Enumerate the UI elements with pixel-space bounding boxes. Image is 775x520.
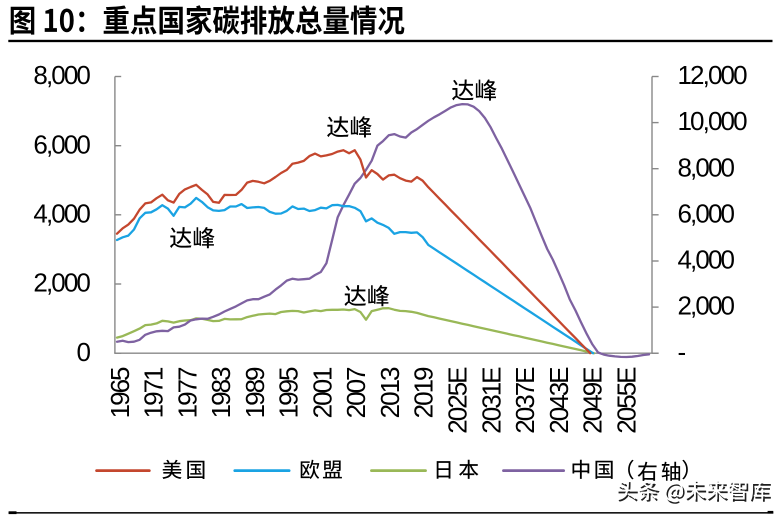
svg-text:-: - — [678, 337, 686, 367]
svg-text:1983: 1983 — [206, 367, 236, 418]
svg-text:2,000: 2,000 — [678, 291, 735, 321]
svg-text:6,000: 6,000 — [33, 129, 90, 159]
svg-text:8,000: 8,000 — [33, 60, 90, 90]
svg-text:2037E: 2037E — [510, 367, 540, 434]
svg-text:2031E: 2031E — [476, 367, 506, 434]
svg-text:2001: 2001 — [307, 367, 337, 418]
svg-text:2019: 2019 — [409, 367, 439, 418]
svg-text:6,000: 6,000 — [678, 198, 735, 228]
svg-text:1989: 1989 — [240, 367, 270, 418]
svg-text:1977: 1977 — [172, 367, 202, 418]
svg-text:2013: 2013 — [375, 367, 405, 418]
svg-text:1995: 1995 — [274, 367, 304, 418]
svg-text:4,000: 4,000 — [33, 198, 90, 228]
svg-text:10,000: 10,000 — [678, 106, 748, 136]
svg-text:2043E: 2043E — [544, 367, 574, 434]
svg-text:12,000: 12,000 — [678, 60, 748, 90]
svg-text:4,000: 4,000 — [678, 245, 735, 275]
svg-text:8,000: 8,000 — [678, 152, 735, 182]
svg-text:2,000: 2,000 — [33, 268, 90, 298]
svg-text:1965: 1965 — [105, 367, 135, 418]
svg-text:0: 0 — [76, 337, 90, 367]
svg-text:2055E: 2055E — [611, 367, 641, 434]
svg-text:1971: 1971 — [139, 367, 169, 418]
svg-text:2007: 2007 — [341, 367, 371, 418]
svg-text:2049E: 2049E — [578, 367, 608, 434]
svg-text:2025E: 2025E — [443, 367, 473, 434]
